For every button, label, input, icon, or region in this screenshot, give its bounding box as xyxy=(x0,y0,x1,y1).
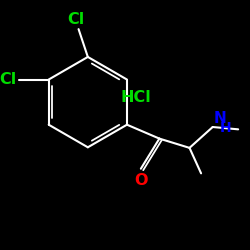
Text: Cl: Cl xyxy=(68,12,85,27)
Text: O: O xyxy=(134,173,147,188)
Text: N: N xyxy=(214,111,226,126)
Text: HCl: HCl xyxy=(120,90,151,105)
Text: H: H xyxy=(220,121,232,135)
Text: Cl: Cl xyxy=(0,72,16,87)
